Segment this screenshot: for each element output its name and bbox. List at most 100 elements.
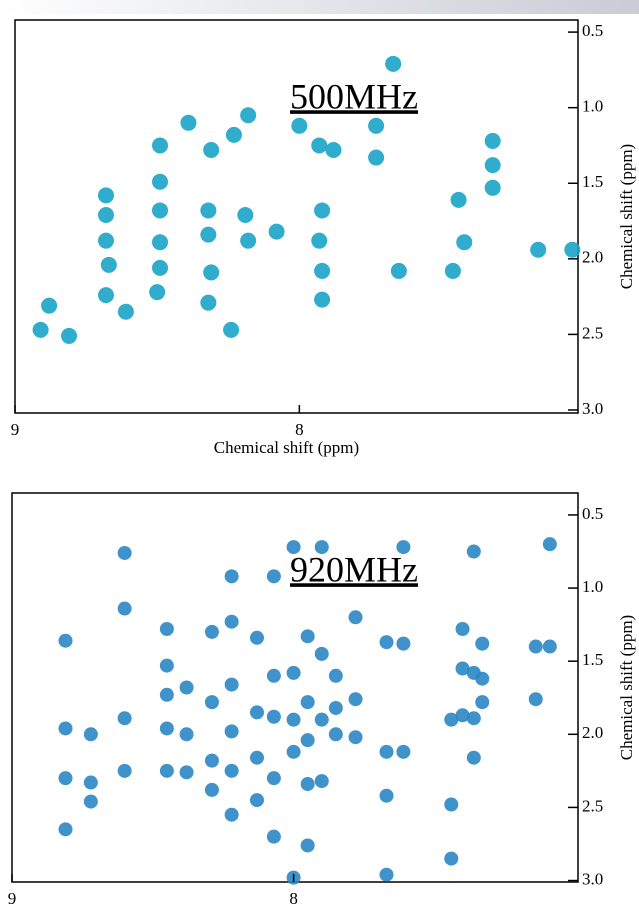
peak [450,191,467,208]
peak [396,636,411,651]
peak [528,639,543,654]
y-tick-label: 2.5 [582,323,603,342]
peak [314,202,331,219]
peak [41,297,58,314]
peak [224,677,239,692]
peak [249,793,264,808]
peak [32,321,49,338]
peak [61,327,78,344]
peak [348,692,363,707]
peak [456,234,473,251]
peak [300,838,315,853]
peak [266,771,281,786]
plot-area [11,492,579,883]
peak [564,241,581,258]
peak [152,202,169,219]
peak [149,284,166,301]
peak [223,321,240,338]
peak [203,264,220,281]
peak [159,763,174,778]
peak [58,822,73,837]
peak [117,601,132,616]
peak [542,537,557,552]
peak [97,232,114,249]
peak [325,141,342,158]
peak [466,750,481,765]
peak [484,157,501,174]
peak [266,709,281,724]
peak [396,744,411,759]
peak [159,622,174,637]
peak [203,141,220,158]
peak [368,149,385,166]
peak [291,117,308,134]
peak [179,727,194,742]
y-tick-label: 1.5 [582,650,603,669]
peak [314,774,329,789]
peak [311,232,328,249]
peak [224,569,239,584]
peak [58,633,73,648]
peak [300,777,315,792]
peak [204,624,219,639]
peak [466,711,481,726]
y-axis-label: Chemical shift (ppm) [617,615,636,760]
peak [528,692,543,707]
peak [466,544,481,559]
peak [444,712,459,727]
y-tick-label: 2.0 [582,723,603,742]
peak [542,639,557,654]
peak [100,256,117,273]
peak [328,727,343,742]
peak [200,202,217,219]
peak [314,712,329,727]
peak [83,775,98,790]
peak [204,753,219,768]
peak [159,721,174,736]
peak [444,851,459,866]
peak [530,241,547,258]
y-tick-label: 3.0 [582,869,603,888]
peak [314,540,329,555]
y-tick-label: 2.0 [582,248,603,267]
y-tick-label: 3.0 [582,399,603,418]
peak [266,668,281,683]
peak [314,291,331,308]
peak [348,610,363,625]
peak [286,540,301,555]
peak [224,763,239,778]
peak [83,727,98,742]
peak [240,107,257,124]
peak [390,262,407,279]
peak [444,797,459,812]
header-band [0,0,639,14]
peak [379,635,394,650]
peak [179,765,194,780]
peak [224,724,239,739]
y-tick-label: 0.5 [582,21,603,40]
peak [484,179,501,196]
peak [159,658,174,673]
peak [97,206,114,223]
peak [266,569,281,584]
x-tick-label: 9 [11,420,20,439]
peak [286,744,301,759]
peak [117,763,132,778]
peak [368,117,385,134]
peak [286,712,301,727]
y-axis-label: Chemical shift (ppm) [617,144,636,289]
peak [266,829,281,844]
y-tick-label: 1.0 [582,577,603,596]
peak [152,173,169,190]
peak [455,622,470,637]
peak [385,55,402,72]
peak [249,750,264,765]
peak [117,545,132,560]
peak [237,206,254,223]
x-axis-label: Chemical shift (ppm) [214,438,359,457]
peak [200,226,217,243]
peak [117,711,132,726]
x-tick-label: 9 [8,889,17,908]
peak [200,294,217,311]
